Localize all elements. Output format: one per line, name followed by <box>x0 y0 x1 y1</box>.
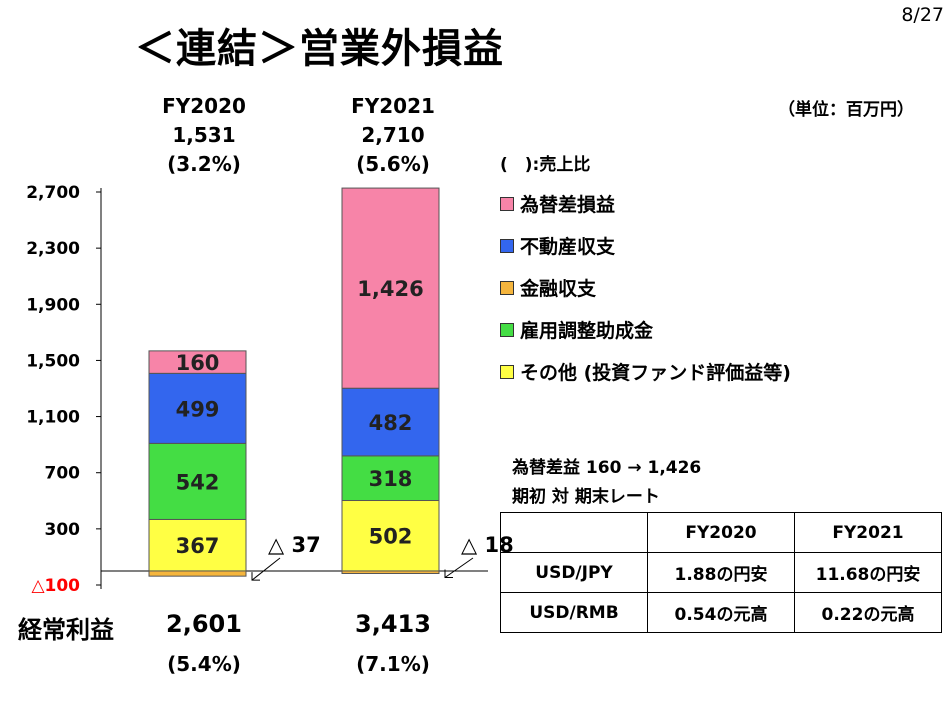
fx-note-line1: 為替差益 160 → 1,426 <box>512 458 702 478</box>
ordinary-income-ratio-fy2021: (7.1%) <box>356 652 430 676</box>
legend-label: 雇用調整助成金 <box>520 320 654 342</box>
table-cell: USD/JPY <box>500 552 648 593</box>
legend-swatch <box>500 322 514 337</box>
bar-segment <box>148 350 247 374</box>
data-label: 367 <box>176 534 220 558</box>
fx-rate-table: FY2020 FY2021 USD/JPY 1.88の円安 11.68の円安 U… <box>500 512 942 633</box>
legend-item-subsidy: 雇用調整助成金 <box>500 316 653 343</box>
y-tick-label: 1,100 <box>26 408 80 428</box>
period-label: FY2021 <box>351 94 435 118</box>
period-total: 1,531 <box>172 123 236 147</box>
y-tick-label: △100 <box>31 576 80 596</box>
table-cell: 0.22の元高 <box>794 592 942 633</box>
table-cell: 1.88の円安 <box>647 552 795 593</box>
callout-arrowhead <box>251 572 260 581</box>
callout-line <box>444 557 474 578</box>
legend-label: 不動産収支 <box>520 236 616 258</box>
legend-swatch <box>500 280 514 295</box>
legend-label: 金融収支 <box>520 278 597 300</box>
legend-swatch <box>500 196 514 211</box>
table-cell: USD/RMB <box>500 592 648 633</box>
ordinary-income-label: 経常利益 <box>18 616 114 644</box>
legend-item-other: その他 (投資ファンド評価益等) <box>500 358 791 385</box>
table-row: USD/RMB 0.54の元高 0.22の元高 <box>500 592 942 633</box>
bar-segment-negative <box>148 570 247 577</box>
data-label: 160 <box>176 351 220 375</box>
y-tick-label: 2,300 <box>26 239 80 259</box>
ordinary-income-fy2021: 3,413 <box>355 610 431 638</box>
y-tick-label: 2,700 <box>26 183 80 203</box>
bar-segment <box>341 455 440 502</box>
y-tick-label: 1,900 <box>26 295 80 315</box>
data-label: 542 <box>176 470 220 494</box>
fx-note-line2: 期初 対 期末レート <box>512 487 660 507</box>
page-title: ＜連結＞営業外損益 <box>135 26 504 72</box>
bar-segment <box>341 187 440 389</box>
y-tick-label: 300 <box>45 520 81 540</box>
bar-segment <box>148 442 247 520</box>
y-tick-label: 700 <box>45 464 81 484</box>
data-label: 482 <box>369 411 413 435</box>
data-label: 1,426 <box>357 277 423 301</box>
unit-note: （単位：百万円） <box>778 100 914 120</box>
data-label: 502 <box>369 525 413 549</box>
table-header-cell: FY2021 <box>794 512 942 553</box>
page-number: 8/27 <box>901 4 944 26</box>
period-ratio: (5.6%) <box>356 152 430 176</box>
period-header-fy2021: FY2021 2,710 (5.6%) <box>313 92 473 179</box>
period-ratio: (3.2%) <box>167 152 241 176</box>
ordinary-income-fy2020: 2,601 <box>166 610 242 638</box>
legend-label: その他 (投資ファンド評価益等) <box>520 362 791 384</box>
table-cell: 11.68の円安 <box>794 552 942 593</box>
table-header-row: FY2020 FY2021 <box>500 512 942 553</box>
legend-item-financial: 金融収支 <box>500 274 596 301</box>
bar-segment <box>148 372 247 444</box>
period-header-fy2020: FY2020 1,531 (3.2%) <box>124 92 284 179</box>
callout-arrowhead <box>444 569 453 578</box>
legend-swatch <box>500 238 514 253</box>
bar-segment <box>341 500 440 572</box>
y-tick-label: 1,500 <box>26 351 80 371</box>
legend-item-fx: 為替差損益 <box>500 190 615 217</box>
table-row: USD/JPY 1.88の円安 11.68の円安 <box>500 552 942 593</box>
data-label-negative: △ 37 <box>268 533 321 557</box>
table-header-cell <box>500 512 648 553</box>
legend-item-real-estate: 不動産収支 <box>500 232 615 259</box>
callout-line <box>251 557 281 581</box>
data-label: 499 <box>176 397 220 421</box>
period-total: 2,710 <box>361 123 425 147</box>
data-label: 318 <box>369 467 413 491</box>
period-label: FY2020 <box>162 94 246 118</box>
table-header-cell: FY2020 <box>647 512 795 553</box>
ratio-note: ( ):売上比 <box>500 155 591 175</box>
bar-segment <box>341 387 440 457</box>
ordinary-income-ratio-fy2020: (5.4%) <box>167 652 241 676</box>
legend-swatch <box>500 364 514 379</box>
bar-segment-negative <box>341 570 440 574</box>
table-cell: 0.54の元高 <box>647 592 795 633</box>
legend-label: 為替差損益 <box>520 194 616 216</box>
